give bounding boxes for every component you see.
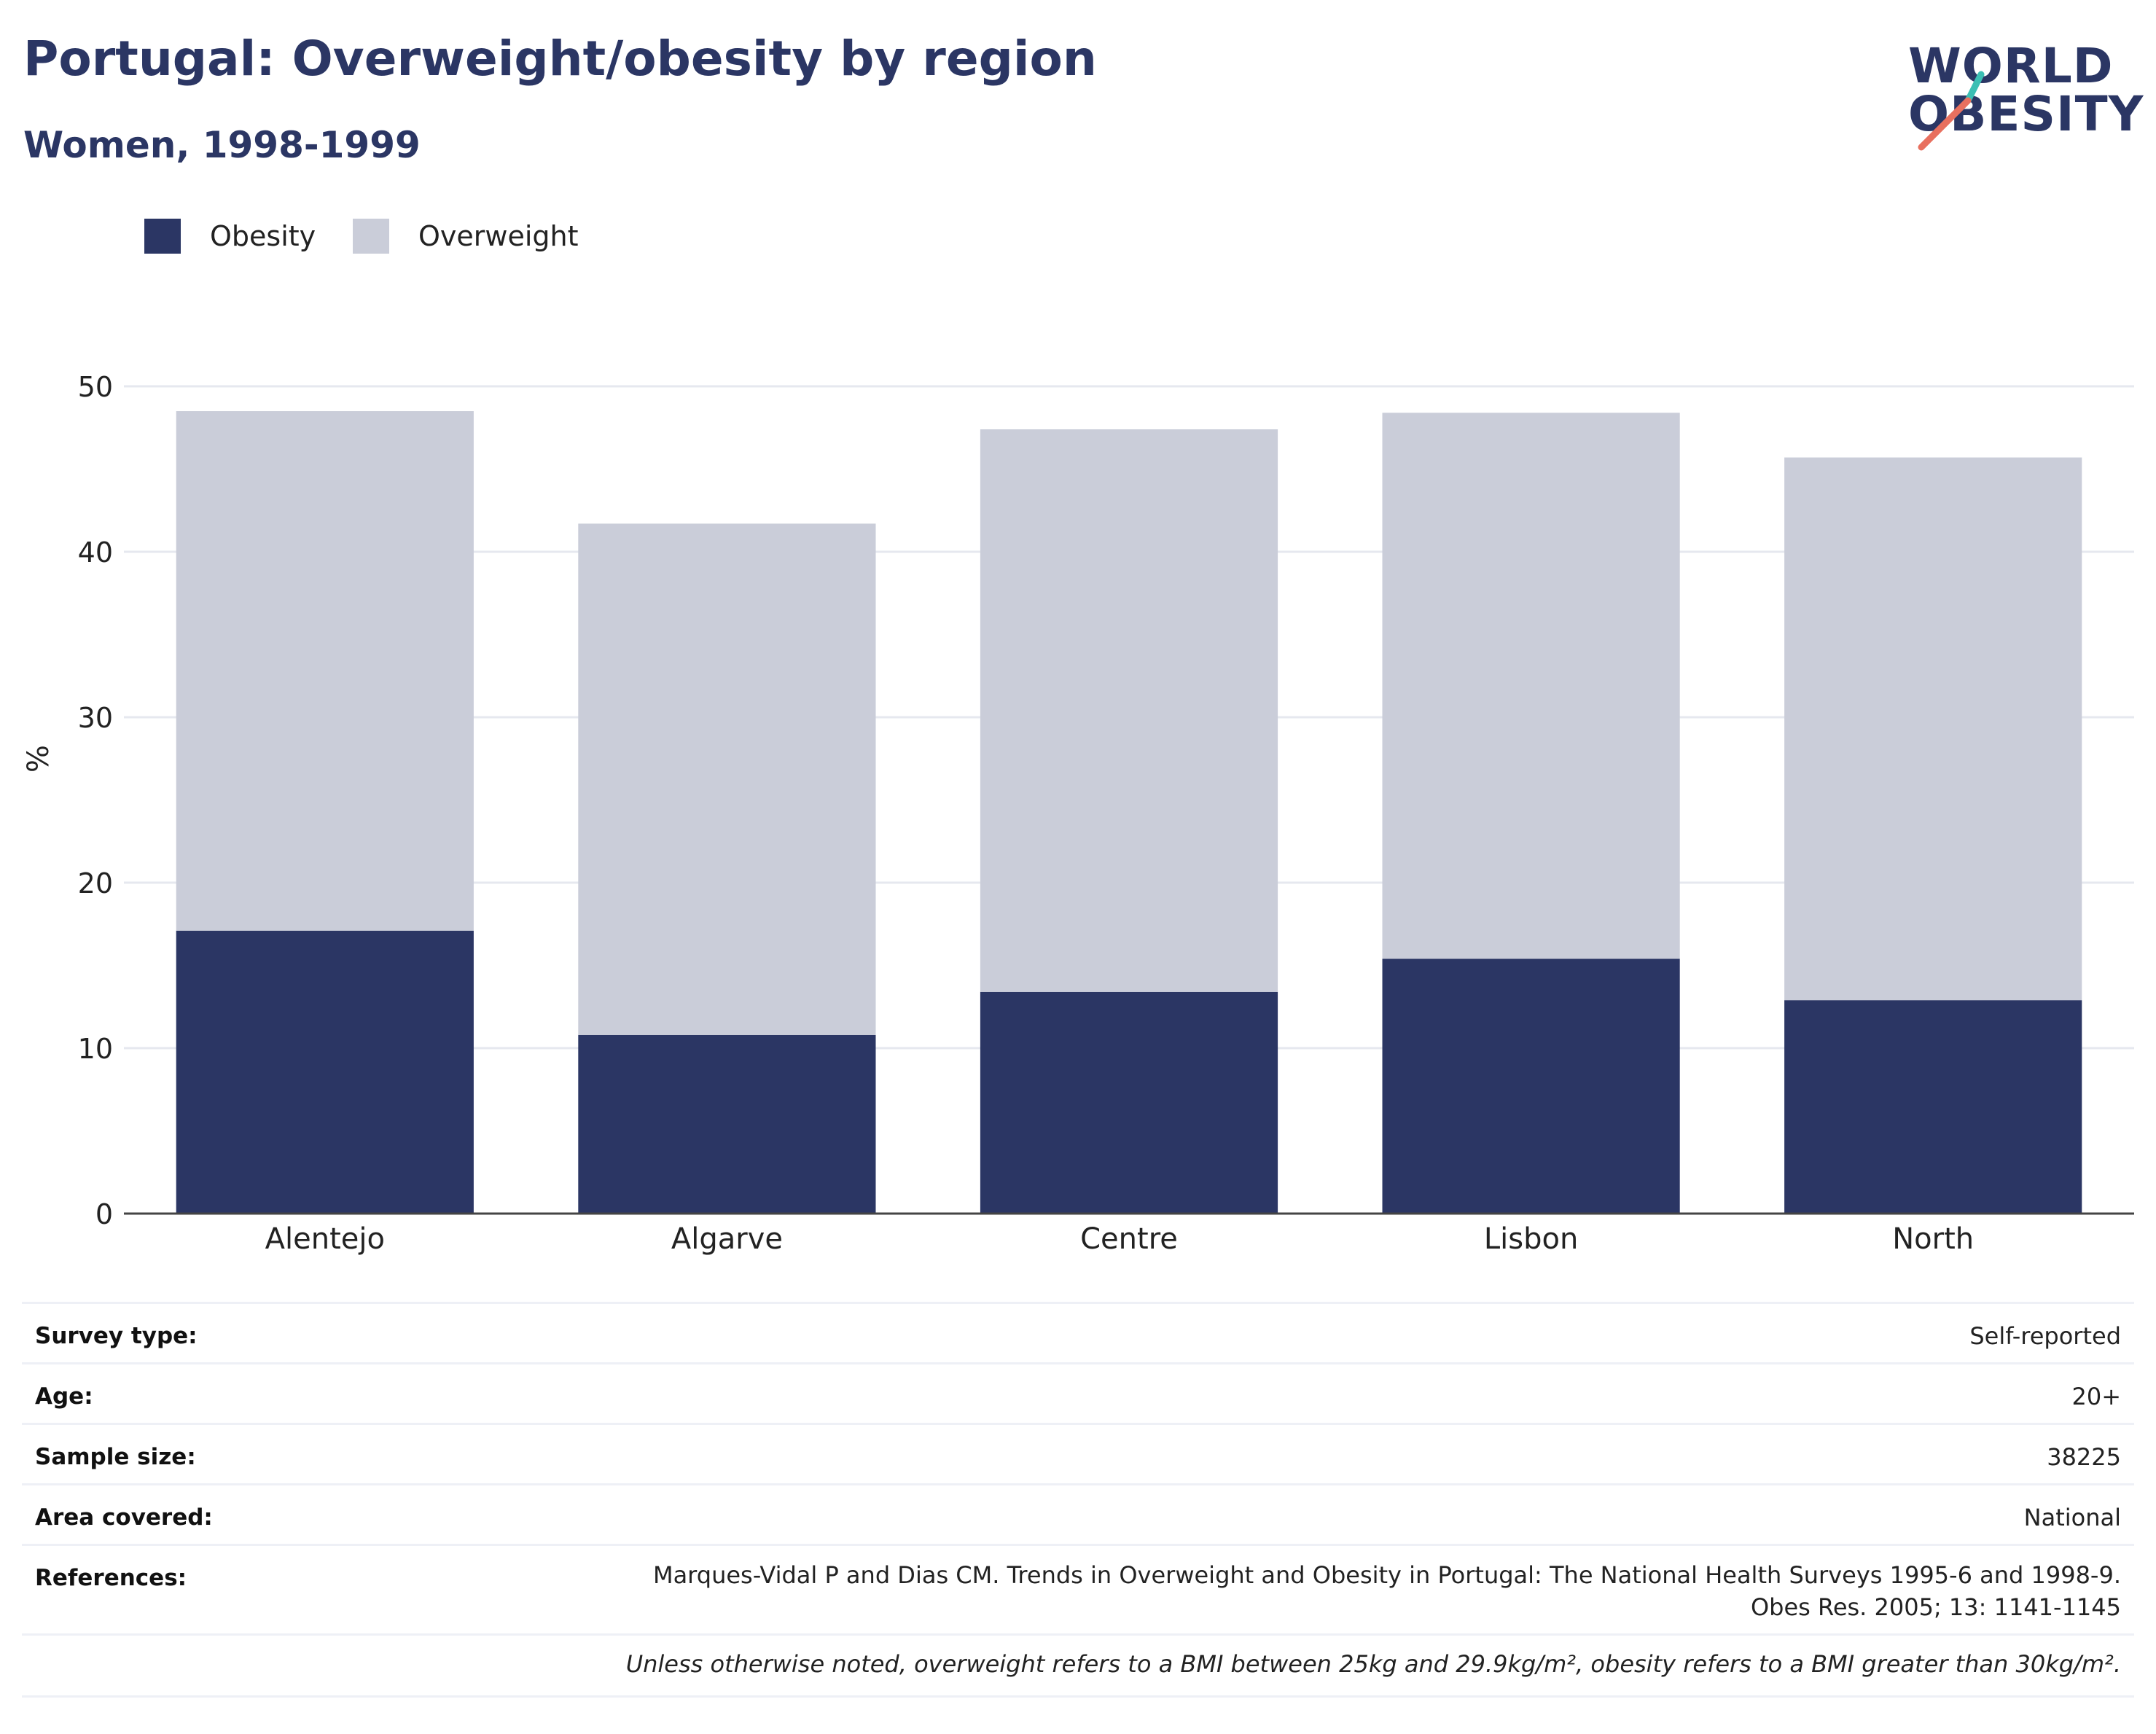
- bar-obesity-alentejo: [176, 930, 474, 1214]
- legend-label-overweight: Overweight: [418, 220, 579, 252]
- bar-overweight-centre: [980, 429, 1278, 992]
- logo-slash-icon: [1918, 71, 1985, 151]
- world-obesity-logo: WORLD OBESITY: [1895, 22, 2143, 160]
- bar-obesity-lisbon: [1382, 958, 1680, 1214]
- bar-obesity-centre: [980, 991, 1278, 1214]
- meta-key: Sample size:: [35, 1444, 196, 1470]
- x-tick-label: Lisbon: [1484, 1222, 1578, 1256]
- meta-key: References:: [35, 1565, 187, 1591]
- logo-line-1: WORLD: [1908, 38, 2114, 94]
- bar-overweight-algarve: [578, 523, 876, 1035]
- bmi-footnote: Unless otherwise noted, overweight refer…: [625, 1650, 2121, 1678]
- metadata-table: Survey type: Self-reported Age: 20+ Samp…: [22, 1302, 2134, 1698]
- meta-value: Self-reported: [1969, 1322, 2121, 1350]
- page-subtitle: Women, 1998-1999: [23, 124, 421, 166]
- stacked-bar-chart: 0 10 20 30 40 50 Alentejo Algarve Centre Lisbon No…: [78, 371, 2134, 1256]
- x-tick-label: North: [1892, 1222, 1974, 1256]
- legend-label-obesity: Obesity: [210, 220, 316, 252]
- meta-value: National: [2023, 1504, 2121, 1531]
- bar-obesity-algarve: [578, 1034, 876, 1214]
- meta-value: 20+: [2071, 1383, 2121, 1410]
- meta-key: Area covered:: [35, 1504, 213, 1531]
- meta-value: 38225: [2047, 1443, 2121, 1471]
- x-tick-label: Algarve: [671, 1222, 783, 1256]
- meta-row-sample-size: Sample size: 38225: [22, 1423, 2134, 1483]
- y-tick-label: 40: [78, 536, 113, 569]
- meta-key: Age:: [35, 1383, 93, 1410]
- bar-overweight-north: [1784, 457, 2082, 1001]
- meta-row-survey-type: Survey type: Self-reported: [22, 1302, 2134, 1362]
- meta-row-area-covered: Area covered: National: [22, 1483, 2134, 1544]
- legend-swatch-overweight: [353, 219, 389, 254]
- footnote-row: Unless otherwise noted, overweight refer…: [22, 1633, 2134, 1698]
- bar-obesity-north: [1784, 1000, 2082, 1214]
- y-tick-label: 20: [78, 867, 113, 899]
- meta-row-references: References: Marques-Vidal P and Dias CM.…: [22, 1544, 2134, 1633]
- meta-value: Marques-Vidal P and Dias CM. Trends in O…: [652, 1561, 2121, 1621]
- page-title: Portugal: Overweight/obesity by region: [23, 31, 1097, 87]
- x-tick-label: Centre: [1080, 1222, 1178, 1256]
- bar-overweight-alentejo: [176, 411, 474, 931]
- bar-overweight-lisbon: [1382, 413, 1680, 959]
- y-tick-label: 0: [95, 1198, 113, 1230]
- logo-line-2: OBESITY: [1908, 86, 2144, 142]
- x-tick-label: Alentejo: [265, 1222, 385, 1256]
- y-tick-label: 50: [78, 371, 113, 403]
- legend-swatch-obesity: [144, 219, 181, 254]
- meta-key: Survey type:: [35, 1323, 198, 1349]
- meta-row-age: Age: 20+: [22, 1362, 2134, 1423]
- y-tick-label: 10: [78, 1033, 113, 1065]
- y-tick-label: 30: [78, 702, 113, 734]
